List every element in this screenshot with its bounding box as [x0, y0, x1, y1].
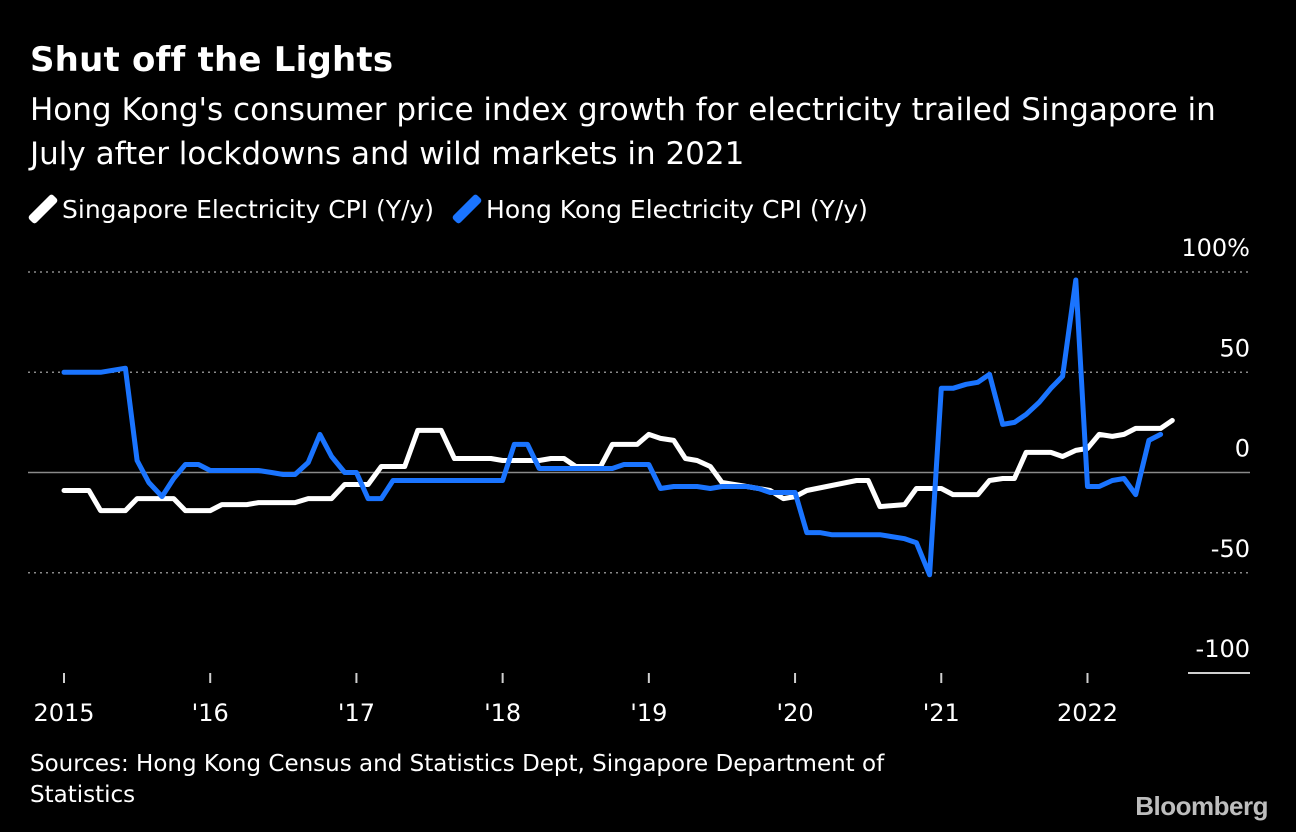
- y-tick-label: 50: [1219, 334, 1250, 362]
- series-line-hong-kong: [61, 277, 1164, 578]
- bloomberg-logo: Bloomberg: [1135, 791, 1268, 821]
- x-tick-label: '17: [338, 699, 375, 727]
- x-tick-label: 2022: [1057, 699, 1118, 727]
- series-line-singapore: [61, 417, 1175, 514]
- x-tick-label: '20: [776, 699, 813, 727]
- y-tick-label: 0: [1235, 435, 1250, 463]
- legend-label-singapore: Singapore Electricity CPI (Y/y): [62, 194, 435, 224]
- x-tick-label: '19: [630, 699, 667, 727]
- legend: Singapore Electricity CPI (Y/y) Hong Kon…: [27, 192, 888, 226]
- chart-subtitle: Hong Kong's consumer price index growth …: [30, 92, 1216, 172]
- legend-item-singapore: Singapore Electricity CPI (Y/y): [27, 192, 435, 226]
- legend-item-hong-kong: Hong Kong Electricity CPI (Y/y): [451, 192, 868, 226]
- x-tick-label: 2015: [33, 699, 94, 727]
- y-tick-label: -100: [1196, 635, 1250, 663]
- y-tick-label: 100%: [1181, 234, 1250, 262]
- x-tick-label: '16: [192, 699, 229, 727]
- legend-label-hong-kong: Hong Kong Electricity CPI (Y/y): [486, 194, 868, 224]
- source-note: Sources: Hong Kong Census and Statistics…: [30, 751, 885, 808]
- y-tick-label: -50: [1211, 535, 1250, 563]
- chart-title: Shut off the Lights: [30, 40, 394, 80]
- x-tick-label: '21: [923, 699, 960, 727]
- x-tick-label: '18: [484, 699, 521, 727]
